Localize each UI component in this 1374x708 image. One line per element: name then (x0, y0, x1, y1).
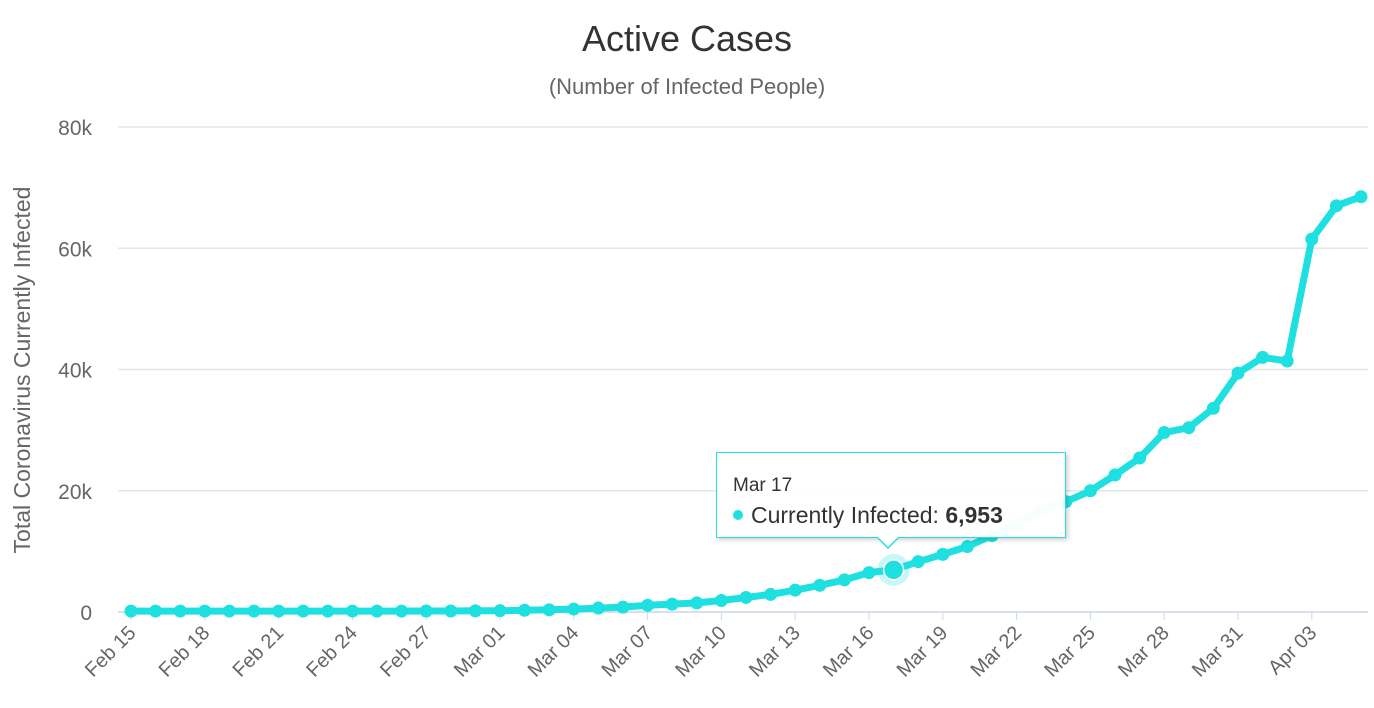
data-point (739, 590, 753, 604)
data-point (1157, 426, 1171, 440)
x-tick-label: Mar 22 (967, 622, 1027, 682)
y-tick-label: 40k (58, 360, 92, 383)
series-line (127, 193, 1365, 615)
data-point (370, 604, 384, 618)
data-point (936, 547, 950, 561)
y-tick-label: 0 (80, 602, 92, 625)
data-point (1231, 366, 1245, 380)
data-point (641, 598, 655, 612)
x-tick-label: Feb 15 (81, 622, 141, 682)
data-point (222, 604, 236, 618)
data-point (321, 604, 335, 618)
chart-title: Active Cases (581, 18, 793, 59)
data-point (1206, 401, 1220, 415)
data-point (124, 604, 138, 618)
x-tick-label: Mar 31 (1188, 622, 1248, 682)
data-point (198, 604, 212, 618)
y-tick-label: 60k (58, 238, 92, 261)
data-point (837, 573, 851, 587)
data-point (149, 604, 163, 618)
x-tick-label: Mar 07 (598, 622, 658, 682)
x-tick-label: Mar 10 (671, 622, 731, 682)
data-point-hovered (882, 559, 905, 581)
y-axis-title: Total Coronavirus Currently Infected (9, 187, 35, 554)
data-point (862, 566, 876, 580)
data-point (444, 604, 458, 618)
data-point (1305, 232, 1319, 246)
data-point (788, 583, 802, 597)
y-tick-label: 20k (58, 481, 92, 504)
x-tick-label: Feb 24 (302, 622, 362, 682)
x-tick-label: Mar 28 (1114, 622, 1174, 682)
x-tick-label: Mar 13 (745, 622, 805, 682)
x-tick-label: Feb 27 (376, 622, 436, 682)
x-tick-label: Feb 18 (155, 622, 215, 682)
data-point (173, 604, 187, 618)
data-point (542, 603, 556, 617)
x-axis-ticks: Feb 15 Feb 18 Feb 21 Feb 24 Feb 27 Mar 01 Mar … (81, 612, 1321, 682)
data-point (616, 600, 630, 614)
data-point (345, 604, 359, 618)
data-point (690, 596, 704, 610)
data-point (1182, 421, 1196, 435)
data-point (567, 602, 581, 616)
data-point (296, 604, 310, 618)
tooltip-row: Currently Infected: 6,953 (733, 502, 1003, 529)
x-tick-label: Mar 01 (450, 622, 510, 682)
data-point (1108, 468, 1122, 482)
data-point (714, 593, 728, 607)
tooltip-series-dot-icon (733, 509, 743, 520)
tooltip-arrow-inner (877, 536, 899, 547)
data-point (911, 555, 925, 569)
grid-lines (118, 126, 1368, 492)
chart-subtitle: (Number of Infected People) (548, 74, 826, 99)
tooltip-value: 6,953 (945, 502, 1003, 528)
y-axis-ticks: 0 20k 40k 60k 80k (58, 117, 92, 625)
tooltip-date: Mar 17 (733, 475, 793, 496)
y-tick-label: 80k (58, 117, 92, 140)
x-tick-label: Mar 04 (524, 622, 584, 682)
data-point (419, 604, 433, 618)
series-currently-infected (124, 190, 1368, 618)
data-point (665, 597, 679, 611)
data-point (813, 578, 827, 592)
x-tick-label: Feb 21 (229, 622, 289, 682)
data-point (1083, 484, 1097, 498)
x-tick-label: Apr 03 (1264, 622, 1321, 679)
x-tick-label: Mar 25 (1040, 622, 1100, 682)
data-point (960, 540, 974, 554)
data-point (1133, 451, 1147, 465)
x-tick-label: Mar 16 (819, 622, 879, 682)
data-point (1354, 190, 1368, 204)
data-point (1256, 350, 1270, 364)
tooltip: Mar 17 Currently Infected: 6,953 (716, 452, 1066, 538)
x-tick-label: Mar 19 (893, 622, 953, 682)
data-point (518, 603, 532, 617)
data-point (468, 604, 482, 618)
data-point (591, 601, 605, 615)
data-point (247, 604, 261, 618)
data-point (1329, 199, 1343, 213)
data-point (493, 604, 507, 618)
data-point (764, 587, 778, 601)
tooltip-label: Currently Infected: (751, 502, 939, 528)
data-point (1280, 354, 1294, 368)
data-point (395, 604, 409, 618)
data-point (272, 604, 286, 618)
